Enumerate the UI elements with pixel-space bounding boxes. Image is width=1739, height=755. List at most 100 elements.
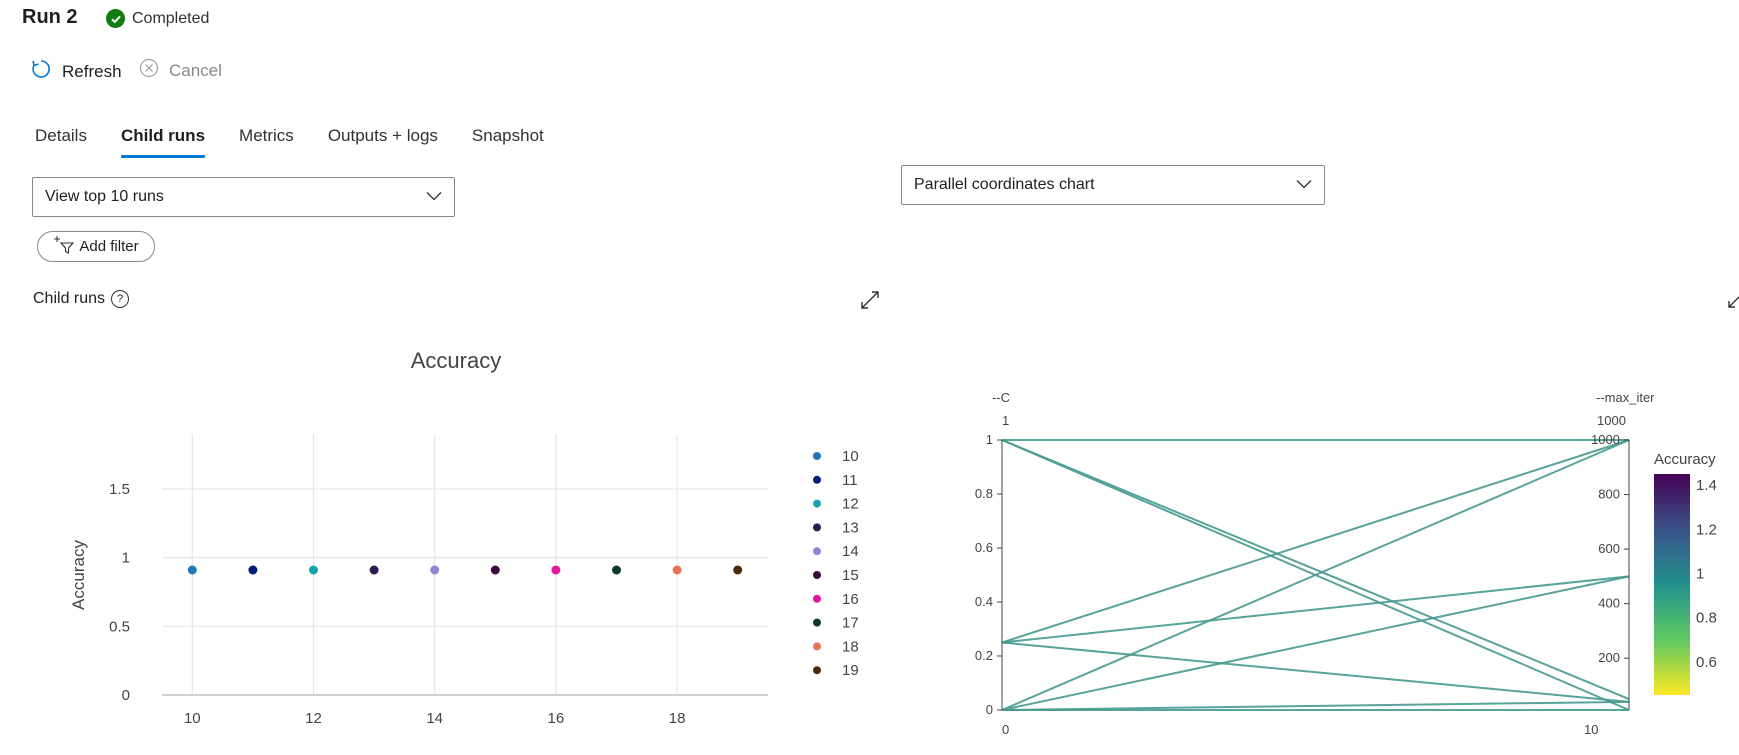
accuracy-scatter-chart: Accuracy Accuracy 10 12 14 16 18 0 0.5 1 1.5 10 1… xyxy=(69,348,859,727)
status-badge: Completed xyxy=(106,9,209,28)
data-point[interactable] xyxy=(733,565,743,575)
y-tick-label: 0 xyxy=(122,687,130,704)
tab-outputs-logs[interactable]: Outputs + logs xyxy=(327,126,438,145)
section-title: Child runs ? xyxy=(33,290,130,308)
expand-chart-icon[interactable] xyxy=(859,289,881,316)
data-point[interactable] xyxy=(551,565,561,575)
legend-label[interactable]: 17 xyxy=(842,615,859,632)
y-tick-label: 1.5 xyxy=(109,481,130,498)
x-tick-label: 14 xyxy=(426,710,443,727)
add-filter-label: Add filter xyxy=(79,238,139,255)
run-line[interactable] xyxy=(1001,439,1630,711)
y-axis-label: Accuracy xyxy=(69,540,88,610)
data-point[interactable] xyxy=(187,565,197,575)
colorbar xyxy=(1654,474,1690,695)
refresh-icon xyxy=(30,58,52,85)
data-point[interactable] xyxy=(369,565,379,575)
data-point[interactable] xyxy=(490,565,500,575)
data-point[interactable] xyxy=(430,565,440,575)
axis-iter-tick-label: 400 xyxy=(1598,596,1620,611)
colorbar-tick-label: 1 xyxy=(1696,565,1704,582)
colorbar-tick-label: 0.8 xyxy=(1696,610,1717,627)
x-tick-label: 12 xyxy=(305,710,322,727)
tab-details[interactable]: Details xyxy=(35,126,87,145)
legend-label[interactable]: 11 xyxy=(842,472,858,489)
colorbar-title: Accuracy xyxy=(1654,451,1716,468)
run-line[interactable] xyxy=(1001,700,1630,711)
status-label: Completed xyxy=(132,9,210,27)
add-filter-button[interactable]: Add filter xyxy=(37,231,155,262)
refresh-button[interactable]: Refresh xyxy=(30,58,122,85)
axis-iter-top-label: 1000 xyxy=(1597,413,1626,428)
legend-marker xyxy=(813,523,821,532)
legend-label[interactable]: 14 xyxy=(842,543,859,560)
y-tick-label: 1 xyxy=(122,550,130,567)
run-line[interactable] xyxy=(1001,439,1630,644)
axis-iter-tick-label: 1000 xyxy=(1591,432,1620,447)
cancel-button[interactable]: Cancel xyxy=(139,58,222,83)
colorbar-tick-label: 1.2 xyxy=(1696,521,1717,538)
legend-label[interactable]: 19 xyxy=(842,662,859,679)
axis-iter-tick-label: 200 xyxy=(1598,650,1620,665)
x-tick-label: 10 xyxy=(184,710,201,727)
chart-title: Accuracy xyxy=(411,348,501,373)
axis-c-label: --C xyxy=(992,390,1010,405)
view-dropdown-value: View top 10 runs xyxy=(45,188,164,205)
tab-list: Details Child runs Metrics Outputs + log… xyxy=(35,126,544,158)
refresh-label: Refresh xyxy=(62,61,122,81)
colorbar-tick-label: 1.4 xyxy=(1696,477,1717,494)
axis-c-tick-label: 0.8 xyxy=(975,486,993,501)
legend-marker xyxy=(813,499,821,508)
chevron-down-icon xyxy=(426,188,442,206)
run-line[interactable] xyxy=(1001,575,1630,644)
axis-c-top-label: 1 xyxy=(1002,413,1009,428)
chart-dropdown-value: Parallel coordinates chart xyxy=(914,176,1095,193)
legend-label[interactable]: 10 xyxy=(842,448,859,465)
run-title: Run 2 xyxy=(22,6,78,28)
data-point[interactable] xyxy=(612,565,621,575)
expand-chart-icon-2[interactable] xyxy=(1727,291,1739,316)
legend-label[interactable]: 16 xyxy=(842,591,859,608)
cancel-label: Cancel xyxy=(169,60,222,80)
legend-label[interactable]: 18 xyxy=(842,638,859,655)
chart-type-dropdown[interactable]: Parallel coordinates chart xyxy=(901,165,1325,205)
legend-marker xyxy=(813,666,821,675)
tab-snapshot[interactable]: Snapshot xyxy=(471,126,544,145)
help-icon[interactable]: ? xyxy=(111,290,130,308)
legend-label[interactable]: 12 xyxy=(842,496,859,513)
axis-c-tick-label: 1 xyxy=(986,432,993,447)
legend-marker xyxy=(813,452,821,460)
legend-label[interactable]: 13 xyxy=(842,519,859,536)
axis-iter-tick-label: 800 xyxy=(1598,487,1620,502)
legend-marker xyxy=(813,594,821,603)
data-point[interactable] xyxy=(672,565,682,575)
legend-marker xyxy=(813,571,821,579)
legend-marker xyxy=(813,475,821,484)
axis-c-tick-label: 0.6 xyxy=(975,540,993,555)
axis-c-bottom-label: 0 xyxy=(1002,722,1009,737)
tab-child-runs[interactable]: Child runs xyxy=(120,126,206,158)
colorbar-tick-label: 0.6 xyxy=(1696,654,1717,671)
x-tick-label: 16 xyxy=(548,710,565,727)
legend-marker xyxy=(813,618,821,627)
run-line[interactable] xyxy=(1001,575,1630,711)
y-tick-label: 0.5 xyxy=(109,618,130,635)
x-tick-label: 18 xyxy=(669,710,686,727)
legend-marker xyxy=(813,547,821,556)
axis-c-tick-label: 0.2 xyxy=(975,648,993,663)
chevron-down-icon xyxy=(1296,176,1312,194)
filter-add-icon xyxy=(53,235,75,259)
run-line[interactable] xyxy=(1001,439,1630,701)
tab-metrics[interactable]: Metrics xyxy=(239,126,294,145)
legend-label[interactable]: 15 xyxy=(842,567,859,584)
data-point[interactable] xyxy=(309,565,318,575)
cancel-icon xyxy=(139,58,159,83)
axis-c-tick-label: 0.4 xyxy=(975,594,993,609)
view-top-runs-dropdown[interactable]: View top 10 runs xyxy=(32,177,455,217)
axis-c-tick-label: 0 xyxy=(986,702,993,717)
data-point[interactable] xyxy=(248,565,258,575)
parallel-coordinates-chart: --C 1 0 --max_iter 1000 10 0 0.2 0.4 0.6 0.8… xyxy=(975,390,1717,737)
run-line[interactable] xyxy=(1001,641,1630,703)
check-circle-icon xyxy=(106,9,125,28)
legend-marker xyxy=(813,642,821,651)
